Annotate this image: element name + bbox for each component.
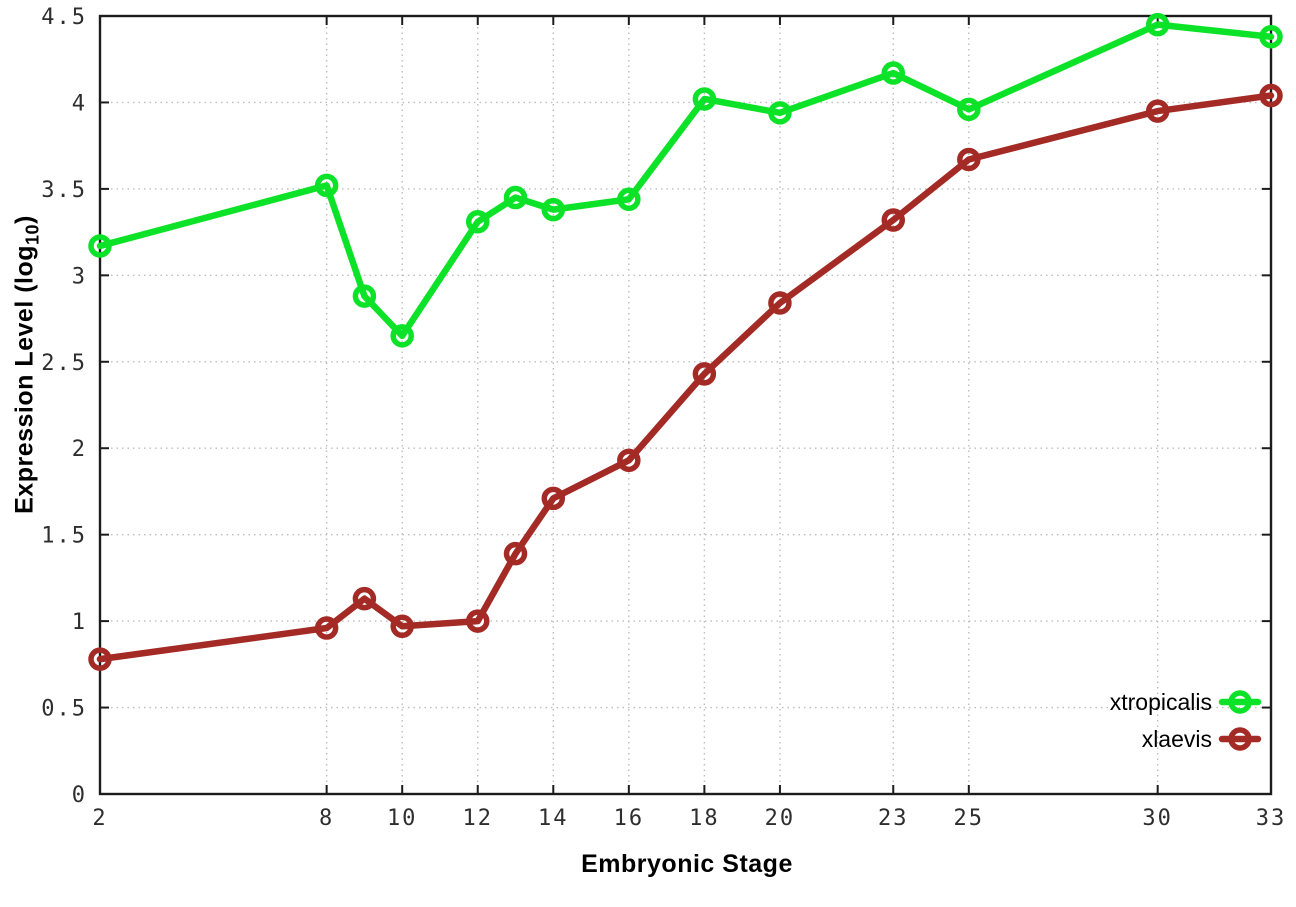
x-tick-label: 18 xyxy=(689,806,720,831)
series-line-xlaevis xyxy=(96,92,1275,663)
y-tick-label: 4.5 xyxy=(41,5,87,30)
x-tick-label: 2 xyxy=(92,806,107,831)
data-point-xlaevis xyxy=(314,616,339,640)
y-tick-label: 3 xyxy=(72,264,87,289)
data-point-xtropicalis xyxy=(352,284,377,308)
y-axis-title-close: ) xyxy=(10,215,39,224)
x-tick-label: 25 xyxy=(954,806,985,831)
x-tick-label: 30 xyxy=(1142,806,1173,831)
y-tick-label: 2.5 xyxy=(41,351,87,376)
x-tick-label: 8 xyxy=(319,806,334,831)
y-axis-title-text: Expression Level (log xyxy=(10,244,39,514)
legend-marker-xlaevis xyxy=(1228,727,1252,751)
data-point-xlaevis xyxy=(352,586,377,611)
data-point-xlaevis xyxy=(1145,99,1170,123)
data-point-xtropicalis xyxy=(541,197,566,222)
data-point-xtropicalis xyxy=(768,101,792,125)
data-point-xtropicalis xyxy=(88,234,112,258)
y-tick-label: 3.5 xyxy=(41,178,87,203)
x-tick-label: 12 xyxy=(462,806,493,831)
y-tick-label: 0.5 xyxy=(41,697,87,722)
data-point-xlaevis xyxy=(768,291,792,315)
y-tick-label: 2 xyxy=(72,437,87,462)
legend-marker-xtropicalis xyxy=(1228,690,1252,714)
data-point-xlaevis xyxy=(390,614,414,639)
x-tick-label: 10 xyxy=(387,806,418,831)
legend-label-xtropicalis: xtropicalis xyxy=(1110,689,1212,715)
x-tick-label: 14 xyxy=(538,806,569,831)
series-line-xtropicalis xyxy=(96,21,1275,340)
data-point-xlaevis xyxy=(465,609,490,633)
data-point-xlaevis xyxy=(692,362,717,386)
data-point-xtropicalis xyxy=(1259,24,1283,49)
data-point-xtropicalis xyxy=(465,209,490,234)
data-point-xlaevis xyxy=(541,486,566,511)
data-point-xtropicalis xyxy=(881,61,906,85)
x-tick-label: 23 xyxy=(878,806,909,831)
data-point-xtropicalis xyxy=(503,185,528,210)
y-tick-label: 0 xyxy=(72,783,87,808)
data-point-xtropicalis xyxy=(957,97,981,122)
data-point-xtropicalis xyxy=(692,87,717,111)
plot-border xyxy=(98,14,1273,796)
data-point-xlaevis xyxy=(503,541,528,566)
data-point-xlaevis xyxy=(881,208,906,232)
data-point-xtropicalis xyxy=(617,187,641,212)
x-tick-label: 16 xyxy=(614,806,645,831)
y-tick-label: 1.5 xyxy=(41,524,87,549)
y-tick-label: 4 xyxy=(72,91,87,116)
data-point-xtropicalis xyxy=(1145,12,1170,37)
y-axis-title-subscript: 10 xyxy=(22,223,43,245)
y-tick-label: 1 xyxy=(72,610,87,635)
x-tick-label: 33 xyxy=(1256,806,1287,831)
data-point-xlaevis xyxy=(617,448,641,473)
legend-label-xlaevis: xlaevis xyxy=(1142,726,1212,752)
data-point-xlaevis xyxy=(88,647,112,671)
y-axis-title: Expression Level (log10) xyxy=(11,185,44,545)
x-tick-label: 20 xyxy=(765,806,796,831)
x-axis-title: Embryonic Stage xyxy=(581,850,793,878)
data-point-xtropicalis xyxy=(314,173,339,198)
data-point-xtropicalis xyxy=(390,324,414,348)
data-point-xlaevis xyxy=(957,147,981,172)
data-point-xlaevis xyxy=(1259,83,1283,108)
